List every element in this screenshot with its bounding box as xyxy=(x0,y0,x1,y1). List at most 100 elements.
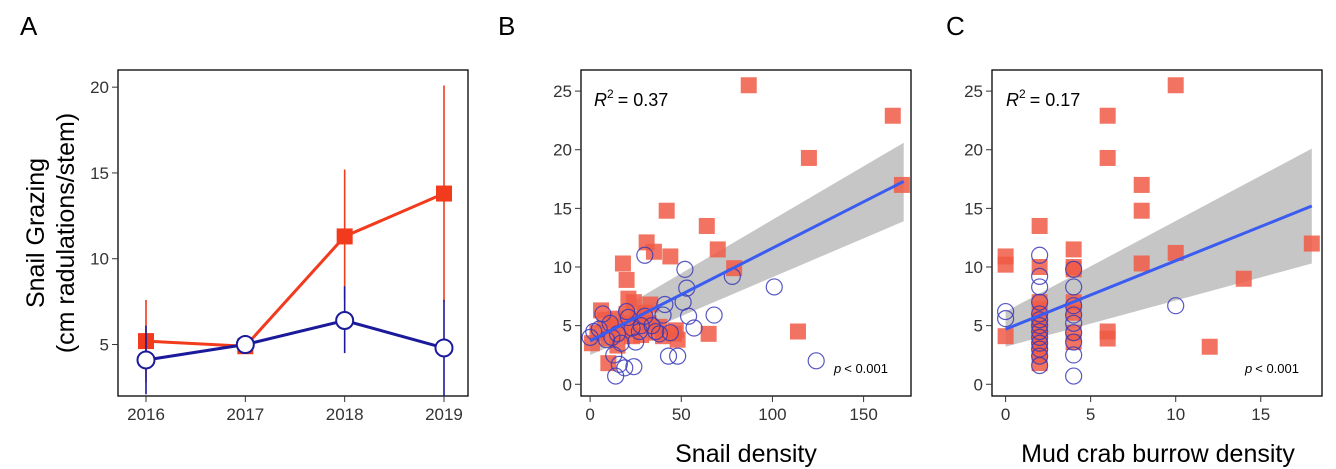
r2-symbol-b: R xyxy=(594,90,607,110)
panel-a-frame xyxy=(117,69,469,397)
y-axis-label-line1: Snail Grazing xyxy=(22,158,50,308)
panel-label-b: B xyxy=(498,11,515,41)
data-point-a xyxy=(335,311,355,331)
p-annotation-c: p < 0.001 xyxy=(1244,361,1299,376)
data-point-c xyxy=(1065,333,1083,351)
data-point-b xyxy=(616,359,634,377)
x-tick-label-b: 100 xyxy=(758,405,786,424)
data-point-c xyxy=(1031,334,1049,352)
data-point-c xyxy=(1167,297,1185,315)
data-point-c xyxy=(1099,149,1116,166)
data-point-c xyxy=(1235,270,1252,287)
x-tick-label-c: 0 xyxy=(1001,405,1010,424)
data-point-c xyxy=(1133,202,1150,219)
data-point-c xyxy=(1065,346,1083,364)
data-point-c xyxy=(1303,235,1320,252)
data-point-b xyxy=(625,358,643,376)
data-point-a xyxy=(336,228,353,245)
x-tick-label-a: 2017 xyxy=(226,405,264,424)
data-point-c xyxy=(997,328,1014,345)
data-point-c xyxy=(1133,255,1150,272)
data-point-c xyxy=(1031,259,1048,276)
y-tick-label-b: 15 xyxy=(553,199,572,218)
data-point-c xyxy=(1065,278,1083,296)
panel-label-a: A xyxy=(20,11,38,41)
x-tick-label-b: 0 xyxy=(585,405,594,424)
panel-b: 0 5 10 15 20 25 0 50 100 150 Snail density R2 = 0.… xyxy=(553,69,912,468)
panel-c: 0 5 10 15 20 25 0 5 10 15 Mud crab burrow density… xyxy=(964,69,1323,468)
data-point-a xyxy=(435,185,452,202)
x-tick-label-c: 10 xyxy=(1166,405,1185,424)
panel-c-frame xyxy=(991,69,1323,397)
data-point-b xyxy=(789,323,806,340)
data-point-c xyxy=(1031,278,1049,296)
data-point-c xyxy=(1167,244,1184,261)
y-tick-label-b: 10 xyxy=(553,258,572,277)
x-tick-label-a: 2019 xyxy=(425,405,463,424)
p-symbol-c: p xyxy=(1244,361,1252,376)
data-point-c xyxy=(1031,356,1049,375)
data-point-c xyxy=(1031,267,1049,285)
data-point-b xyxy=(654,306,672,324)
data-point-b xyxy=(800,149,817,166)
data-point-b xyxy=(659,347,678,365)
data-point-b xyxy=(618,271,635,288)
r2-symbol-c: R xyxy=(1006,90,1019,110)
data-point-b xyxy=(627,333,645,351)
p-symbol-b: p xyxy=(833,361,841,376)
data-point-c xyxy=(1099,330,1116,347)
y-tick-label-c: 10 xyxy=(964,258,983,277)
y-tick-label-b: 20 xyxy=(553,141,572,160)
data-point-c xyxy=(1065,261,1082,278)
data-point-c xyxy=(1065,260,1083,278)
panel-b-frame xyxy=(580,69,912,397)
series-line-a xyxy=(145,318,445,362)
data-point-b xyxy=(636,246,654,264)
x-tick-label-c: 5 xyxy=(1086,405,1095,424)
x-tick-label-b: 150 xyxy=(849,405,877,424)
y-tick-label-a: 10 xyxy=(90,250,109,269)
data-point-b xyxy=(647,322,665,341)
p-annotation-b: p < 0.001 xyxy=(833,361,888,376)
data-point-c xyxy=(1031,322,1049,341)
data-point-b xyxy=(614,255,631,272)
data-point-c xyxy=(1167,77,1184,94)
p-value-c: < 0.001 xyxy=(1255,361,1299,376)
y-tick-label-c: 20 xyxy=(964,141,983,160)
fit-line-c xyxy=(1005,204,1313,331)
y-tick-label-b: 0 xyxy=(563,375,572,394)
data-point-c xyxy=(1031,347,1049,365)
y-tick-label-c: 5 xyxy=(974,317,983,336)
data-point-b xyxy=(669,331,686,348)
p-value-b: < 0.001 xyxy=(844,361,888,376)
r2-annotation-c: R2 = 0.17 xyxy=(1006,87,1080,110)
data-point-c xyxy=(1031,317,1049,335)
data-point-b xyxy=(807,352,825,370)
y-tick-label-a: 20 xyxy=(90,78,109,97)
data-point-b xyxy=(612,334,630,352)
panel-a: 5 10 15 20 2016 2017 2018 2019 Snail Grazing (c… xyxy=(22,69,469,424)
data-point-c xyxy=(1065,324,1083,342)
data-point-c xyxy=(1031,293,1049,311)
data-point-b xyxy=(658,202,675,219)
data-point-b xyxy=(610,355,628,373)
data-point-b xyxy=(685,319,703,337)
data-point-b xyxy=(893,176,910,193)
data-point-b xyxy=(709,241,726,258)
r2-superscript-c: 2 xyxy=(1019,87,1026,101)
data-point-b xyxy=(705,306,723,324)
data-point-c xyxy=(1031,217,1048,234)
y-tick-label-b: 25 xyxy=(553,82,572,101)
data-point-c xyxy=(1065,241,1082,258)
data-point-b xyxy=(700,325,717,342)
data-point-b xyxy=(656,295,674,314)
data-point-b xyxy=(632,317,650,335)
x-tick-label-a: 2018 xyxy=(326,405,364,424)
data-point-b xyxy=(661,324,679,342)
data-point-b xyxy=(765,278,783,296)
data-point-b xyxy=(662,248,679,265)
y-tick-label-c: 25 xyxy=(964,82,983,101)
data-point-c xyxy=(1031,305,1049,323)
data-point-b xyxy=(650,325,668,343)
